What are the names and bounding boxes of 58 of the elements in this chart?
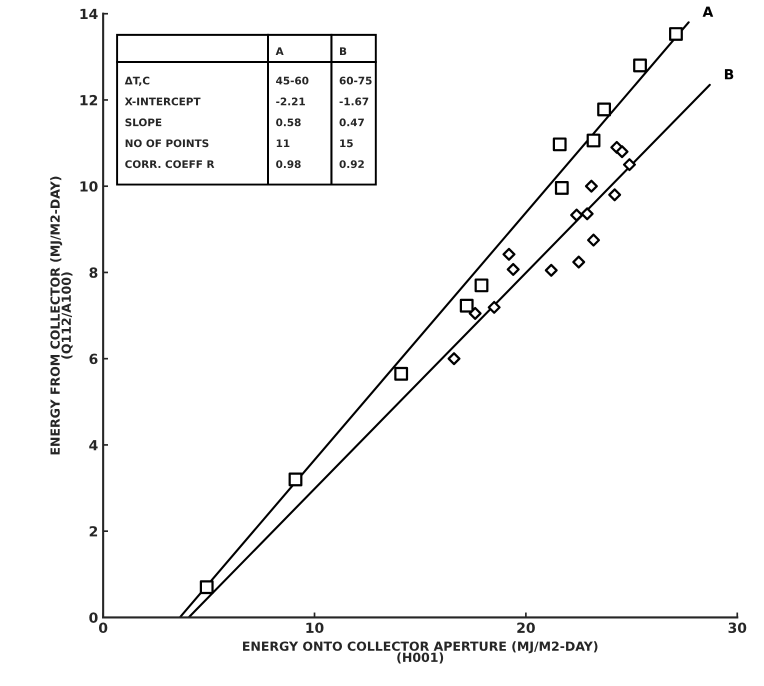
x-tick-label: 0 <box>98 622 108 634</box>
x-tick-label: 10 <box>306 622 324 634</box>
series-label: B <box>724 69 734 80</box>
y-tick-label: 8 <box>89 267 98 278</box>
annotation: 0.92 <box>340 160 364 168</box>
annotation: 0.98 <box>276 160 301 168</box>
point <box>288 472 302 486</box>
x-tick-label: 20 <box>517 622 535 634</box>
point <box>586 134 600 148</box>
y-tick-label: 4 <box>89 440 98 450</box>
annotation: 15 <box>340 139 353 148</box>
annotation: 45-60 <box>276 76 308 85</box>
annotation: -1.67 <box>340 98 368 106</box>
annotation: NO OF POINTS <box>126 139 208 148</box>
annotation: 0.58 <box>276 118 301 126</box>
point <box>608 188 622 202</box>
point <box>572 256 586 269</box>
annotation: -2.21 <box>276 98 305 106</box>
point <box>616 145 629 158</box>
point <box>580 207 594 220</box>
y-tick-label: 2 <box>90 526 98 536</box>
annotation: X-INTERCEPT <box>124 98 200 106</box>
point <box>544 264 558 277</box>
point <box>597 102 612 116</box>
point <box>460 298 474 313</box>
annotation: SLOPE <box>125 118 162 126</box>
y-tick-label: 10 <box>80 181 98 192</box>
point <box>633 58 647 72</box>
annotation: B <box>340 47 346 56</box>
point <box>506 262 520 276</box>
x-axis-title: ENERGY ONTO COLLECTOR APERTURE (MJ/M2-DAY) (H001) <box>243 641 598 664</box>
point <box>200 580 214 594</box>
annotation: A <box>276 47 284 56</box>
x-tick-label: 30 <box>728 622 746 634</box>
annotation: CORR. COEFF R <box>125 160 214 168</box>
point <box>584 180 598 193</box>
point <box>669 27 683 41</box>
point <box>502 248 516 261</box>
point <box>394 366 408 381</box>
point <box>468 306 482 320</box>
point <box>587 234 600 247</box>
y-tick-label: 0 <box>89 612 98 623</box>
annotation: 60-75 <box>340 76 372 85</box>
y-axis-title: ENERGY FROM COLLECTOR (MJ/M2-DAY) (Q112/A100) <box>50 176 73 454</box>
series-label: A <box>702 6 714 17</box>
annotation: 11 <box>276 139 290 148</box>
point <box>570 208 584 222</box>
point <box>474 278 488 292</box>
point <box>488 300 501 314</box>
annotation: 0.47 <box>340 118 364 126</box>
annotation: ΔT,C <box>124 76 150 86</box>
y-tick-label: 14 <box>80 8 98 19</box>
y-tick-label: 6 <box>89 354 98 364</box>
point <box>554 181 569 195</box>
y-tick-label: 12 <box>80 94 98 106</box>
point <box>622 158 636 172</box>
point <box>552 137 567 152</box>
point <box>448 352 461 366</box>
